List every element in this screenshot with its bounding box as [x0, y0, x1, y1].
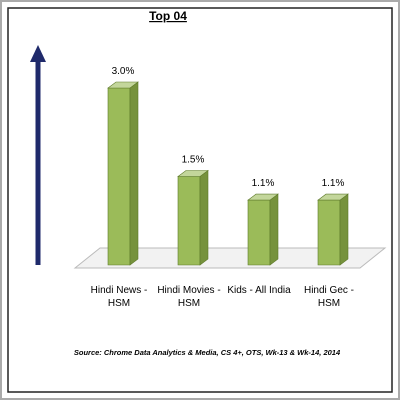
x-tick-label: Hindi News - — [91, 285, 148, 296]
source-note: Source: Chrome Data Analytics & Media, C… — [74, 348, 341, 357]
x-tick-label: Kids - All India — [227, 285, 291, 296]
bar-side — [339, 193, 349, 266]
x-tick-label: HSM — [108, 298, 130, 309]
bar-front — [177, 176, 201, 266]
bar-top — [317, 193, 349, 201]
x-tick-label: HSM — [318, 298, 340, 309]
chart-title: Top 04 — [149, 9, 187, 23]
x-tick-label: HSM — [178, 298, 200, 309]
value-label: 1.1% — [322, 178, 345, 189]
bar — [107, 81, 139, 266]
bar-top — [247, 193, 279, 201]
value-label: 3.0% — [112, 66, 135, 77]
bar — [177, 169, 209, 266]
bar — [317, 193, 349, 266]
bar-top — [177, 170, 209, 177]
x-tick-label: Hindi Gec - — [304, 285, 354, 296]
bar-side — [199, 169, 209, 266]
bar-front — [107, 87, 131, 266]
floor — [73, 247, 387, 269]
bar-side — [269, 193, 279, 266]
bar-front — [247, 199, 271, 266]
bar — [247, 193, 279, 266]
x-tick-label: Hindi Movies - — [157, 285, 220, 296]
value-label: 1.5% — [182, 155, 205, 166]
bar-top — [107, 81, 139, 89]
arrow-head — [30, 45, 46, 62]
value-label: 1.1% — [252, 178, 275, 189]
bar-front — [317, 199, 341, 266]
bar-side — [129, 81, 139, 266]
